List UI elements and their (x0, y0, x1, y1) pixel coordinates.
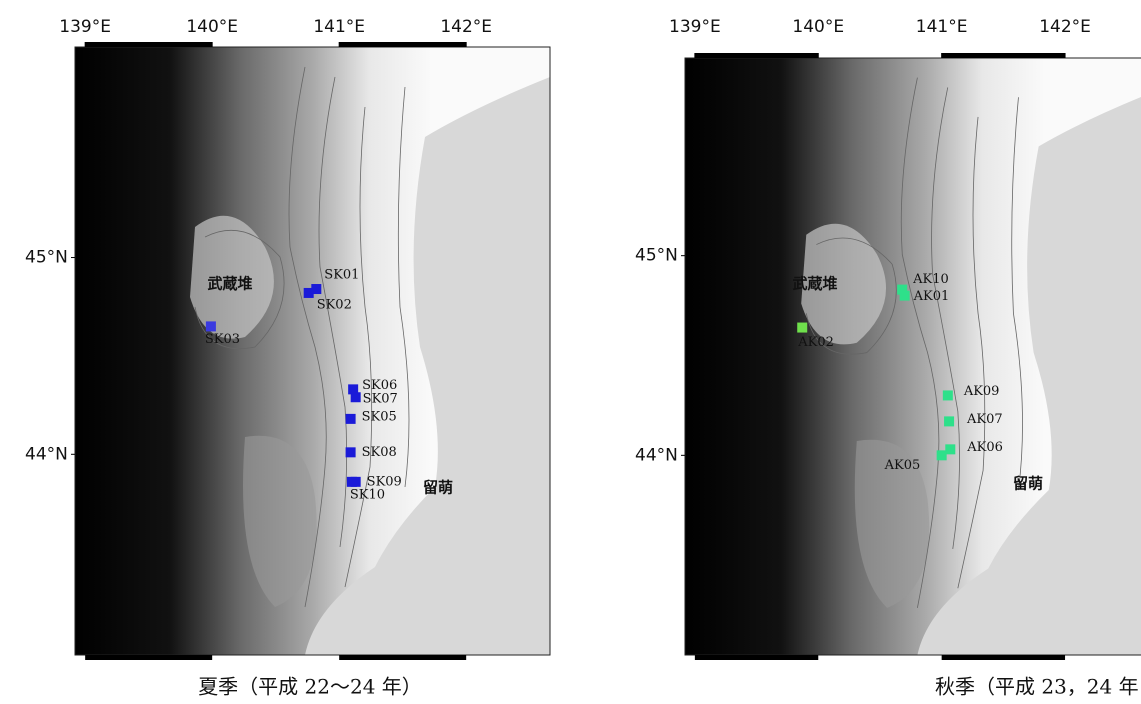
lon-tick-label: 139°E (669, 17, 721, 37)
station-marker (350, 392, 361, 403)
station-marker (936, 450, 947, 461)
basemap (75, 47, 550, 655)
caption: 秋季（平成 23，24 年 (935, 675, 1139, 699)
frame-bar (339, 42, 467, 47)
place-label: 武蔵堆 (792, 275, 837, 293)
station-label: AK05 (884, 458, 921, 473)
station-marker (944, 416, 955, 427)
station-marker (303, 287, 314, 298)
frame-bar (85, 42, 213, 47)
station-label: AK06 (966, 440, 1003, 455)
lon-tick-label: 140°E (186, 17, 238, 37)
station-label: AK02 (797, 335, 834, 350)
station-marker (311, 284, 322, 295)
caption: 夏季（平成 22～24 年） (198, 675, 422, 699)
station-label: SK01 (324, 268, 359, 283)
station-marker (345, 447, 356, 458)
lon-tick-label: 139°E (59, 17, 111, 37)
station-marker (797, 322, 808, 333)
frame-bar (941, 655, 1066, 660)
place-label: 留萌 (423, 479, 453, 497)
lon-tick-label: 142°E (1039, 17, 1091, 37)
station-marker (942, 390, 953, 401)
lon-tick-label: 140°E (792, 17, 844, 37)
lon-tick-label: 141°E (313, 17, 365, 37)
station-marker (348, 384, 359, 395)
station-label: AK09 (963, 384, 1000, 399)
lat-tick-label: 45°N (635, 246, 678, 266)
lat-tick-label: 44°N (635, 445, 678, 465)
lat-tick-label: 44°N (25, 444, 68, 464)
station-label: SK07 (363, 392, 398, 407)
frame-bar (85, 655, 213, 660)
station-marker (346, 476, 357, 487)
station-label: SK06 (362, 378, 397, 393)
station-label: SK10 (350, 487, 385, 502)
basemap (685, 58, 1141, 655)
frame-bar (694, 53, 819, 58)
station-label: SK05 (362, 409, 397, 424)
place-label: 武蔵堆 (207, 275, 252, 293)
station-marker (899, 290, 910, 301)
station-label: AK01 (913, 289, 950, 304)
station-marker (945, 444, 956, 455)
map-frame (684, 57, 1141, 656)
lat-tick-label: 45°N (25, 248, 68, 268)
station-label: AK07 (966, 412, 1003, 427)
station-label: SK09 (367, 474, 402, 489)
lon-tick-label: 141°E (916, 17, 968, 37)
station-label: AK10 (912, 272, 949, 287)
station-label: SK03 (205, 332, 240, 347)
place-label: 留萌 (1013, 475, 1043, 493)
station-marker (897, 284, 908, 295)
station-label: SK08 (362, 445, 397, 460)
frame-bar (941, 53, 1066, 58)
frame-bar (339, 655, 467, 660)
lon-tick-label: 142°E (440, 17, 492, 37)
frame-bar (694, 655, 819, 660)
station-marker (205, 321, 216, 332)
station-label: SK02 (317, 297, 352, 312)
map-frame (74, 46, 551, 656)
station-marker (345, 413, 356, 424)
